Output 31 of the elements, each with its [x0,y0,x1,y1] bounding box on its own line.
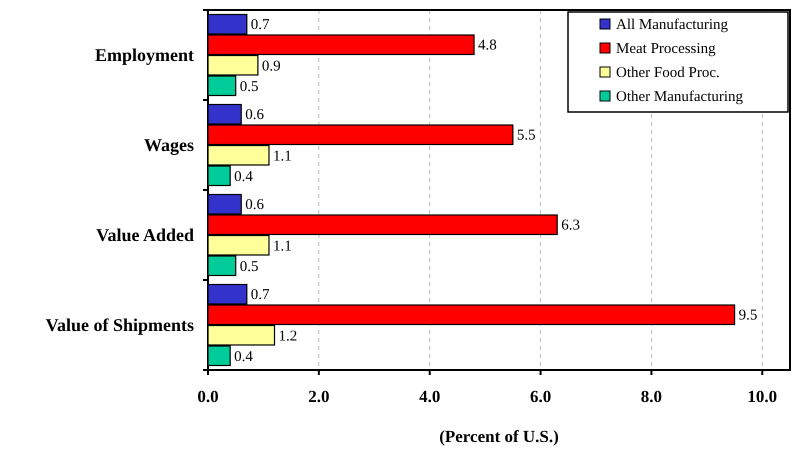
x-tick-label: 0.0 [197,387,219,406]
data-label: 1.1 [272,238,292,254]
x-tick-label: 8.0 [640,387,662,406]
y-tick-label: Value Added [96,225,194,245]
data-label: 1.1 [272,148,292,164]
y-tick-label: Wages [144,135,194,155]
data-label: 0.4 [234,348,254,365]
data-label: 5.5 [516,128,536,144]
data-label: 0.7 [250,287,270,304]
x-tick-label: 2.0 [308,387,330,406]
data-label: 0.9 [262,58,281,74]
legend-label: Other Food Proc. [616,65,720,81]
x-tick-label: 6.0 [530,387,552,406]
data-label: 0.6 [245,107,265,124]
y-tick-label: Employment [95,45,194,65]
data-label: 0.5 [240,78,258,95]
x-tick-label: 4.0 [419,387,440,406]
data-label: 0.5 [240,258,258,275]
data-label: 1.2 [278,328,298,344]
x-tick-label: 10.0 [747,387,778,406]
data-label: 9.5 [738,308,758,324]
data-label: 6.3 [561,218,580,234]
data-label: 0.7 [250,17,270,34]
y-tick-label: Value of Shipments [46,315,194,335]
legend-label: Meat Processing [616,41,716,57]
legend-label: All Manufacturing [616,17,729,33]
data-label: 4.8 [478,38,497,54]
legend-label: Other Manufacturing [616,89,744,105]
x-axis-title: (Percent of U.S.) [439,427,559,446]
data-label: 0.6 [245,197,265,214]
data-label: 0.4 [234,168,254,185]
